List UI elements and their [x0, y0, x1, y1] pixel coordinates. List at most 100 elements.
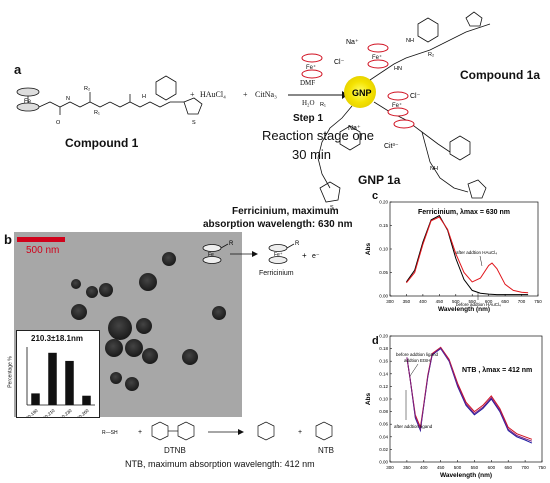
x-tick-label: 750	[534, 299, 542, 304]
histogram-plot: 170-190 190-210 210-230 230-260	[23, 347, 95, 417]
fe-plus-label-2: Fe⁺	[372, 54, 382, 61]
r-label-1: R	[229, 241, 234, 247]
x-tick-label: 400	[420, 465, 428, 470]
x-tick-label: 450	[437, 465, 445, 470]
dmf-label: DMF	[300, 79, 316, 87]
x-axis-label: Wavelength (nm)	[440, 472, 492, 479]
chart-title: Ferricinium, λmax = 630 nm	[418, 208, 510, 216]
r2-label-2: R₂	[428, 52, 434, 58]
tem-image: 500 nm	[14, 232, 242, 417]
y-tick-label: 0.10	[379, 397, 388, 402]
y-tick-label: 0.00	[379, 460, 388, 465]
stage-text-line2: 30 min	[292, 147, 332, 162]
o-atom-label: O	[56, 120, 61, 126]
stage-text-line1: Reaction stage one	[262, 128, 375, 143]
citna3-label: CitNa₃	[255, 90, 277, 99]
histogram-bar	[65, 360, 74, 405]
r1-label: R₁	[94, 110, 100, 116]
chart-c: 300 350 400 450 500 550 600 650 700 750 0.00 0.05 0.…	[365, 200, 542, 314]
x-tick-label: 550	[468, 299, 476, 304]
plus-sign-2: +	[243, 90, 248, 99]
r1-label-2: R₁	[320, 102, 326, 108]
y-tick-label: 0.00	[379, 294, 388, 299]
x-tick-label: 600	[485, 299, 493, 304]
panel-label-d: d	[372, 335, 379, 347]
chart-title: NTB , λmax = 412 nm	[462, 366, 532, 374]
haucl4-label: HAuCl₄	[200, 90, 226, 99]
cl-ion-1: Cl⁻	[334, 59, 345, 66]
y-tick-label: 0.12	[379, 384, 388, 389]
x-tick-label: 750	[538, 465, 546, 470]
compound-1-label: Compound 1	[65, 136, 139, 150]
ferricinium-title-line1: Ferricinium, maximum	[232, 206, 339, 217]
ferricinium-product-label: Ferricinium	[259, 270, 294, 277]
plus-sign-1: +	[190, 90, 195, 99]
y-tick-label: 0.05	[379, 270, 388, 275]
dtnb-label: DTNB	[164, 446, 186, 455]
y-tick-label: 0.02	[379, 447, 388, 452]
fe-plus-label-3: Fe⁺	[392, 102, 402, 109]
y-tick-label: 0.14	[379, 371, 388, 376]
y-tick-label: 0.20	[379, 200, 388, 205]
histogram-tick-label: 190-210	[40, 408, 56, 417]
plot-frame	[389, 201, 539, 297]
series-line-1	[405, 214, 529, 296]
chart-annotation: after addtion HAuCl₄	[456, 250, 497, 255]
panel-label-b: b	[4, 232, 12, 247]
histogram-tick-label: 170-190	[23, 408, 39, 417]
n-atom-label: N	[66, 96, 70, 102]
gnp-1a-structure: GNP Fe⁺ Fe⁺ Fe⁺ Na⁺ Cl⁻ Cl⁻ Na⁺ Cit³⁻ NH…	[301, 11, 491, 211]
chart-annotation: after addtion ligand	[394, 424, 433, 429]
annotation-arrow	[409, 363, 419, 377]
hn-label: HN	[394, 66, 402, 72]
series-line-3	[406, 347, 533, 442]
fe-plus-label-ferricinium: Fe⁺	[274, 252, 283, 258]
h-atom-label: H	[142, 94, 146, 100]
ferricinium-reaction: Fe Fe⁺ R R + e⁻	[202, 241, 320, 264]
scale-bar-label: 500 nm	[26, 245, 60, 256]
step-label: Step 1	[293, 113, 324, 124]
y-axis-label: Abs	[365, 392, 372, 405]
x-tick-label: 350	[403, 465, 411, 470]
y-tick-label: 0.06	[379, 422, 388, 427]
histogram-title: 210.3±18.1nm	[31, 334, 83, 343]
x-tick-label: 450	[436, 299, 444, 304]
fe-atom-label: Fe	[24, 99, 32, 105]
gnp-label: GNP	[352, 88, 372, 98]
s-atom-label: S	[192, 120, 196, 126]
x-axis-label: Wavelength (nm)	[438, 306, 490, 313]
histogram-ylabel: Percentage %	[7, 356, 14, 388]
compound-1-structure: Fe O N R₂ R₁ H S	[16, 75, 203, 126]
r-label-2: R	[295, 241, 300, 247]
na-ion-2: Na⁺	[348, 125, 361, 132]
fe-plus-label-1: Fe⁺	[306, 64, 316, 71]
panel-label-a: a	[14, 62, 22, 77]
cl-ion-2: Cl⁻	[410, 93, 421, 100]
series-line-2	[406, 216, 529, 294]
nh-label-2: NH	[430, 166, 438, 172]
chart-d: 300 350 400 450 500 550 600 650 700 750 0.00 0.02 0.…	[365, 334, 546, 480]
y-tick-label: 0.20	[379, 334, 388, 339]
plus-sign-dtnb: +	[138, 429, 142, 436]
dtnb-reaction: R—SH + +	[102, 421, 333, 441]
annotation-arrow	[479, 255, 483, 267]
r-sh-label: R—SH	[102, 430, 118, 436]
histogram-tick-label: 210-230	[57, 408, 73, 417]
na-ion-1: Na⁺	[346, 39, 359, 46]
x-tick-label: 300	[386, 465, 394, 470]
histogram-inset: 210.3±18.1nm Percentage % 170-190 190-210…	[8, 330, 100, 418]
y-tick-label: 0.10	[379, 247, 388, 252]
compound-1a-label: Compound 1a	[460, 68, 540, 82]
x-tick-label: 600	[488, 465, 496, 470]
fe-label-ferrocene: Fe	[208, 252, 214, 258]
x-tick-label: 350	[403, 299, 411, 304]
h2o-label: H₂O	[302, 99, 315, 107]
ntb-label: NTB	[318, 446, 334, 455]
panel-label-c: c	[372, 190, 379, 202]
histogram-bar	[82, 395, 91, 405]
x-tick-label: 500	[452, 299, 460, 304]
nh-label-1: NH	[406, 38, 414, 44]
r2-label: R₂	[84, 86, 90, 92]
chart-annotation: addtion EtSH	[404, 358, 431, 363]
x-tick-label: 550	[471, 465, 479, 470]
